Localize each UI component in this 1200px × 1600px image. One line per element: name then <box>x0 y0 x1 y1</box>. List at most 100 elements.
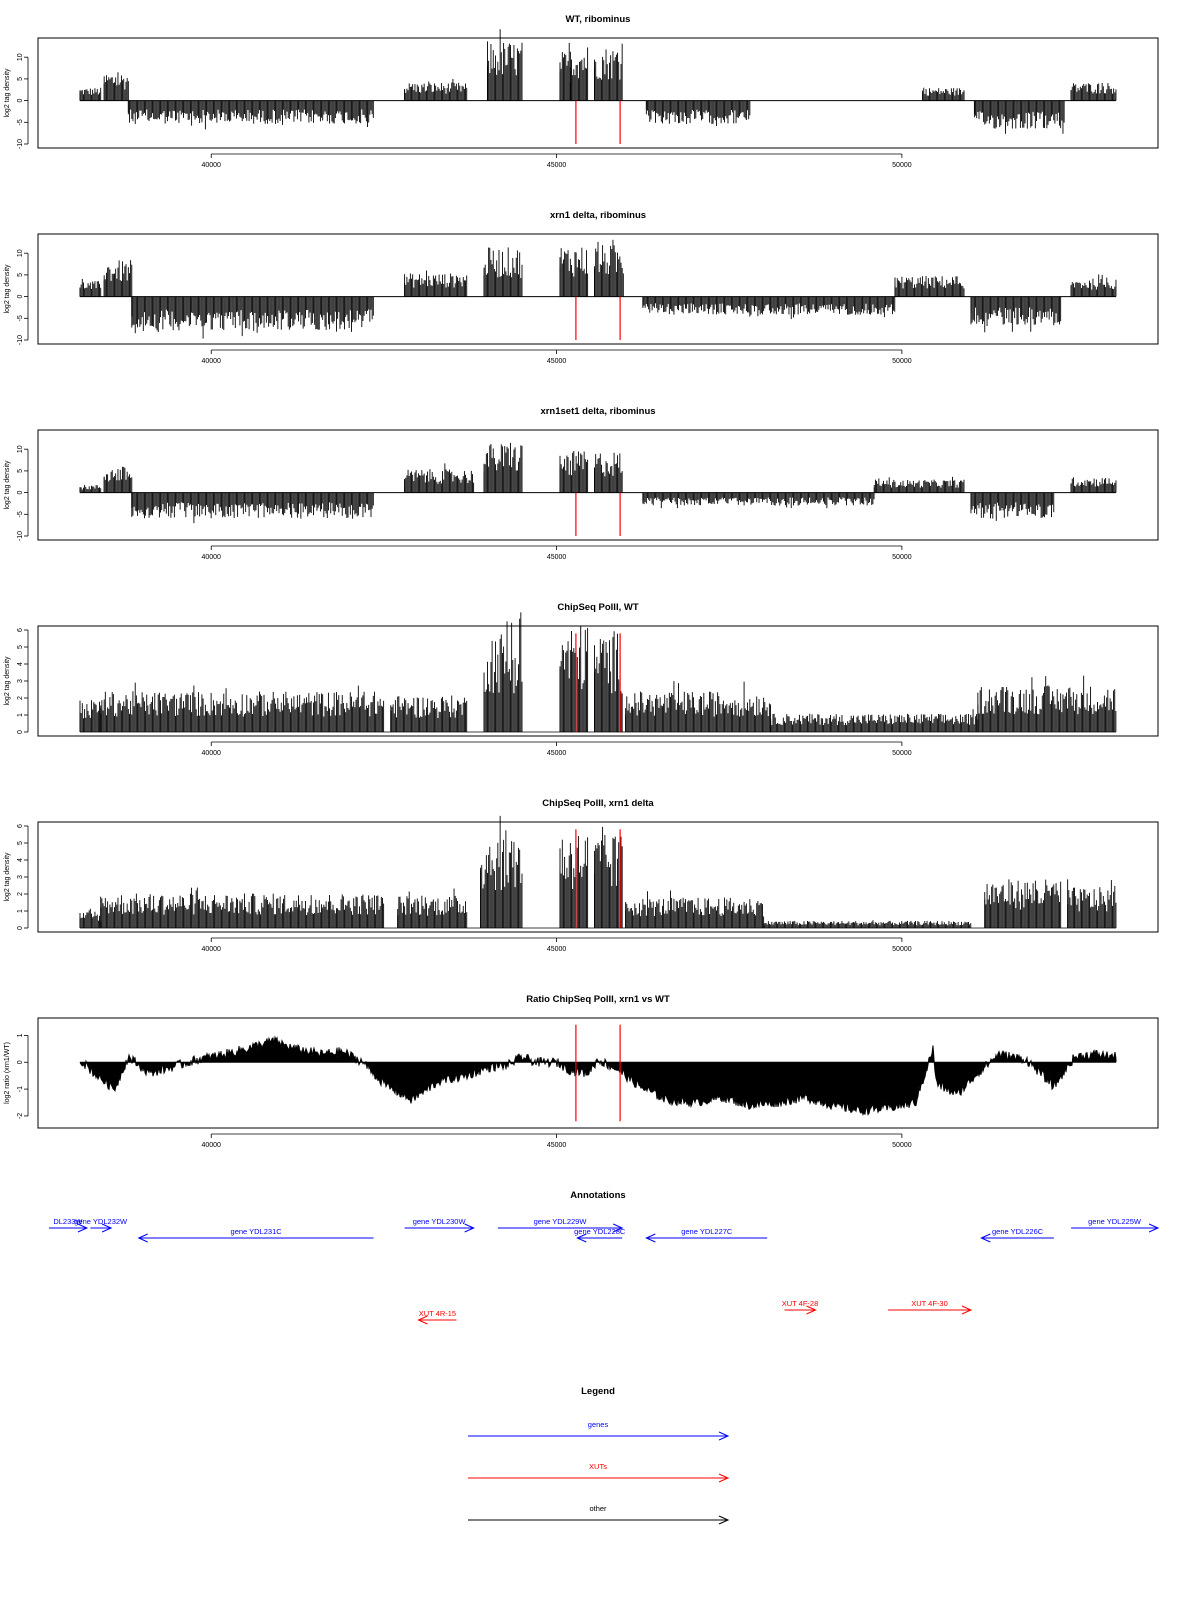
signal-segment <box>594 452 623 493</box>
x-tick-label: 45000 <box>547 162 567 169</box>
y-tick-label: 10 <box>17 249 24 257</box>
y-tick-label: 0 <box>17 491 24 495</box>
x-tick-label: 40000 <box>201 946 221 953</box>
signal-segment <box>763 920 972 928</box>
x-tick-label: 45000 <box>547 358 567 365</box>
y-tick-label: 1 <box>17 1033 24 1037</box>
chart-panel-2: xrn1 delta, ribominus 10 5 0 -5 -10 log2 tag d… <box>4 210 1159 365</box>
x-tick-label: 45000 <box>547 554 567 561</box>
y-axis-label: log2 tag density <box>4 852 11 902</box>
chart-title: WT, ribominus <box>566 14 631 25</box>
signal-segment <box>594 631 623 732</box>
y-tick-label: 1 <box>17 713 24 717</box>
signal-segment <box>404 270 468 297</box>
signal-segment <box>559 451 589 493</box>
y-tick-label: 0 <box>17 99 24 103</box>
signal-segment <box>594 826 623 928</box>
y-tick-label: 5 <box>17 469 24 473</box>
signal-segment <box>970 296 1062 333</box>
plot-frame <box>37 821 1159 933</box>
signal-segment <box>642 296 896 320</box>
signal-segment <box>397 888 468 928</box>
y-tick-label: 4 <box>17 858 24 862</box>
signal-segment <box>569 47 589 101</box>
signal-segment <box>390 695 468 732</box>
y-tick-label: 6 <box>17 628 24 632</box>
chart-panel-1: WT, ribominus 10 5 0 -5 -10 log2 tag density 40… <box>4 14 1159 169</box>
signal-segment <box>594 239 624 297</box>
y-tick-label: 0 <box>17 926 24 930</box>
signal-segment <box>404 78 468 101</box>
chart-panel-5: ChipSeq PolII, xrn1 delta 0 1 2 3 4 5 6 log2 tag… <box>4 798 1159 953</box>
signal-segment <box>559 835 589 928</box>
signal-segment <box>922 87 965 101</box>
chart-panel-4: ChipSeq PolII, WT 0 1 2 3 4 5 6 log2 tag density… <box>4 602 1159 757</box>
signal-segment <box>1070 274 1117 297</box>
y-axis-label: log2 tag density <box>4 460 11 510</box>
plot-frame <box>37 625 1159 737</box>
y-tick-label: -2 <box>17 1113 24 1119</box>
x-tick-label: 40000 <box>201 750 221 757</box>
signal-segment <box>79 87 102 101</box>
signal-segment <box>977 675 1117 732</box>
signal-segment <box>973 100 1065 134</box>
signal-segment <box>103 260 133 297</box>
y-tick-label: 2 <box>17 696 24 700</box>
signal-segment <box>559 42 571 101</box>
x-tick-label: 50000 <box>892 1142 912 1149</box>
chart-panel-3: xrn1set1 delta, ribominus 10 5 0 -5 -10 log2 t… <box>4 406 1159 561</box>
y-tick-label: 5 <box>17 273 24 277</box>
y-tick-label: 6 <box>17 824 24 828</box>
signal-segment <box>131 296 374 339</box>
chart-title: xrn1set1 delta, ribominus <box>540 406 655 417</box>
x-tick-label: 40000 <box>201 358 221 365</box>
chart-title: ChipSeq PolII, xrn1 delta <box>542 798 654 809</box>
signal-segment <box>100 887 385 928</box>
x-tick-label: 40000 <box>201 554 221 561</box>
y-tick-label: 10 <box>17 53 24 61</box>
signal-segment <box>984 879 1062 928</box>
signal-segment <box>559 626 589 732</box>
y-tick-label: 2 <box>17 892 24 896</box>
y-tick-label: 3 <box>17 875 24 879</box>
signal-segment <box>131 492 374 524</box>
chart-title: Ratio ChipSeq PolII, xrn1 vs WT <box>526 994 670 1005</box>
plot-frame <box>37 429 1159 541</box>
y-tick-label: 3 <box>17 679 24 683</box>
signal-segment <box>559 247 589 297</box>
y-tick-label: -10 <box>17 531 24 541</box>
plot-frame <box>37 1017 1159 1129</box>
signal-segment <box>1067 879 1117 928</box>
signal-segment <box>487 29 523 101</box>
plot-frame <box>37 233 1159 345</box>
y-tick-label: 0 <box>17 295 24 299</box>
y-tick-label: -10 <box>17 139 24 149</box>
signal-segment <box>79 278 102 297</box>
signal-segment <box>79 908 102 928</box>
y-tick-label: 5 <box>17 77 24 81</box>
signal-segment <box>645 100 751 126</box>
x-tick-label: 45000 <box>547 946 567 953</box>
x-tick-label: 40000 <box>201 162 221 169</box>
chart-panel-6: Ratio ChipSeq PolII, xrn1 vs WT 1 0 -1 -2 log… <box>4 994 1159 1149</box>
signal-segment <box>594 43 623 101</box>
signal-segment <box>642 492 875 509</box>
signal-segment <box>404 463 475 493</box>
signal-segment <box>894 276 965 297</box>
x-tick-label: 50000 <box>892 750 912 757</box>
x-tick-label: 40000 <box>201 1142 221 1149</box>
y-axis-label: log2 tag density <box>4 68 11 118</box>
x-tick-label: 50000 <box>892 162 912 169</box>
y-tick-label: 0 <box>17 1060 24 1064</box>
y-tick-label: 4 <box>17 662 24 666</box>
y-axis-label: log2 ratio (xrn1/WT) <box>4 1042 11 1104</box>
y-tick-label: 0 <box>17 730 24 734</box>
ratio-area <box>79 1037 1117 1115</box>
x-tick-label: 45000 <box>547 750 567 757</box>
y-axis-label: log2 tag density <box>4 264 11 314</box>
chart-title: ChipSeq PolII, WT <box>557 602 638 613</box>
signal-segment <box>625 890 765 928</box>
signal-segment <box>79 700 102 732</box>
signal-segment <box>103 72 129 101</box>
